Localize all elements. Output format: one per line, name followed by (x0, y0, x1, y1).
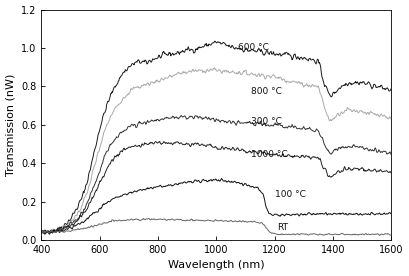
X-axis label: Wavelength (nm): Wavelength (nm) (168, 261, 265, 270)
Text: RT: RT (277, 223, 288, 232)
Y-axis label: Transmission (nW): Transmission (nW) (6, 74, 16, 176)
Text: 800 °C: 800 °C (251, 87, 282, 96)
Text: 1000 °C: 1000 °C (251, 150, 288, 159)
Text: 600 °C: 600 °C (238, 43, 269, 52)
Text: 300 °C: 300 °C (251, 117, 282, 126)
Text: 100 °C: 100 °C (274, 190, 306, 199)
